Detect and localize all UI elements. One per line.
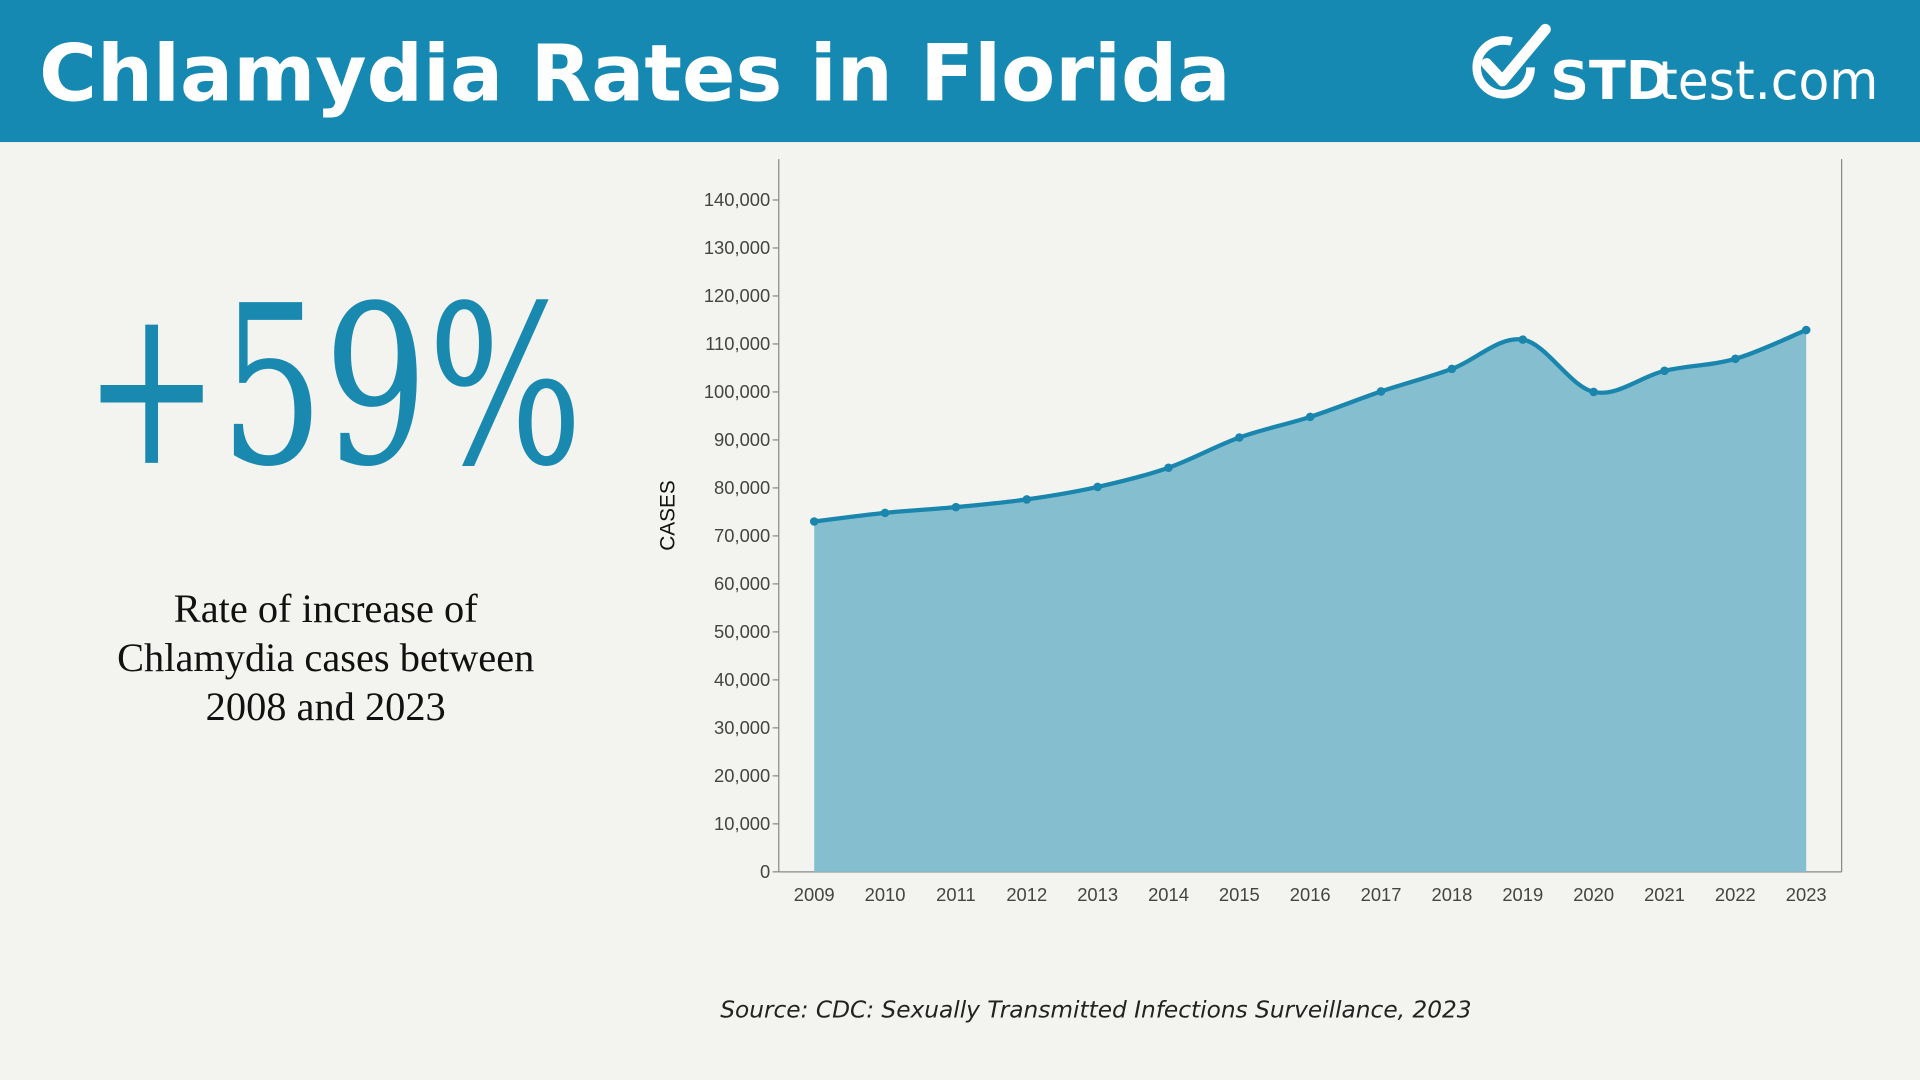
description-line: Rate of increase of	[174, 586, 478, 631]
point	[880, 508, 890, 518]
chart: 0 10,000 20,000 30,000 40,000 50,000 60,000 70,…	[704, 159, 1843, 905]
x-tick-label: 2009	[794, 884, 835, 905]
y-tick-label: 70,000	[714, 525, 770, 546]
point	[1235, 433, 1244, 442]
y-tick-label: 120,000	[704, 285, 770, 306]
y-tick-label: 90,000	[714, 429, 770, 450]
stat-value: +59%	[83, 258, 583, 515]
logo-check	[1481, 23, 1551, 87]
x-tick-label: 2019	[1502, 884, 1543, 905]
x-tick-label: 2013	[1077, 884, 1118, 905]
point	[1305, 412, 1315, 422]
point	[1518, 335, 1528, 344]
x-tick-label: 2023	[1786, 884, 1827, 905]
point	[1801, 325, 1811, 335]
point	[1589, 387, 1598, 397]
y-tick-label: 30,000	[714, 717, 770, 738]
point	[1164, 463, 1173, 473]
logo-brand: STD	[1550, 49, 1670, 112]
x-tick-label: 2015	[1219, 884, 1260, 905]
point	[1447, 364, 1457, 374]
x-tick-label: 2016	[1290, 884, 1331, 905]
point	[1660, 366, 1669, 376]
x-tick-label: 2020	[1573, 884, 1614, 905]
x-tick-label: 2010	[865, 884, 906, 905]
description-line: 2008 and 2023	[206, 684, 446, 729]
y-axis-title: CASES	[657, 480, 680, 551]
logo-ring	[1472, 36, 1535, 99]
y-tick-label: 0	[760, 861, 770, 882]
x-tick-label: 2017	[1361, 884, 1402, 905]
x-tick-label: 2021	[1644, 884, 1685, 905]
source: Source: CDC: Sexually Transmitted Infect…	[720, 997, 1471, 1024]
logo: STD test.com	[1472, 23, 1878, 112]
x-tick-label: 2018	[1431, 884, 1472, 905]
point	[1093, 482, 1102, 492]
y-tick-label: 20,000	[714, 765, 770, 786]
point	[1376, 387, 1386, 396]
y-tick-label: 50,000	[714, 621, 770, 642]
point	[1022, 495, 1032, 504]
y-tick-label: 140,000	[704, 189, 770, 210]
y-tick-label: 100,000	[704, 381, 770, 402]
y-tick-label: 40,000	[714, 669, 770, 690]
header-bar	[0, 0, 1920, 143]
y-tick-label: 80,000	[714, 477, 770, 498]
y-tick-label: 130,000	[704, 237, 770, 258]
point	[809, 517, 819, 526]
y-tick-label: 60,000	[714, 573, 770, 594]
point	[951, 502, 961, 512]
x-tick-label: 2022	[1715, 884, 1756, 905]
x-tick-label: 2012	[1006, 884, 1047, 905]
area	[814, 330, 1807, 872]
point	[1731, 354, 1740, 364]
header-title: Chlamydia Rates in Florida	[39, 28, 1230, 119]
logo-domain: test.com	[1658, 49, 1878, 112]
x-tick-label: 2011	[936, 884, 975, 905]
x-tick-label: 2014	[1148, 884, 1189, 905]
y-tick-label: 110,000	[705, 333, 770, 354]
y-tick-label: 10,000	[714, 813, 770, 834]
description-line: Chlamydia cases between	[117, 635, 534, 680]
